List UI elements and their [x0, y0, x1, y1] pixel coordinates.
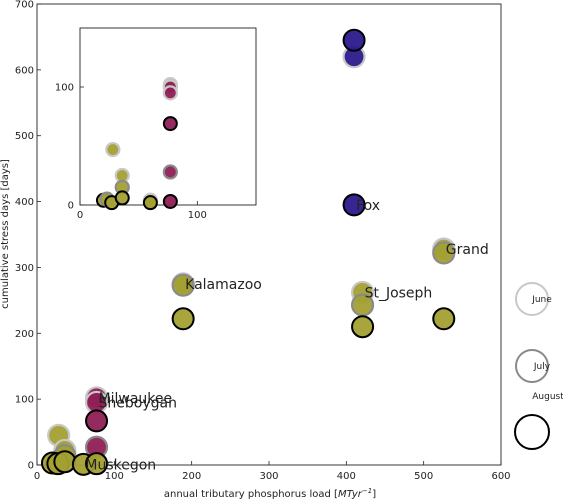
data-point — [85, 452, 109, 476]
data-point — [142, 195, 158, 211]
x-tick-label: 200 — [182, 471, 201, 482]
lake-label: Muskegon — [85, 457, 156, 473]
x-tick-label: 100 — [105, 471, 124, 482]
x-title-bracket: ] — [372, 489, 376, 500]
x-axis-title: annual tributary phosphorus load [MTyr−1… — [164, 487, 376, 500]
x-title-text: annual tributary phosphorus load [ — [164, 489, 338, 500]
data-point — [162, 164, 178, 180]
legend-label: August — [532, 392, 563, 402]
data-point — [114, 190, 130, 206]
lake-label: St_Joseph — [365, 285, 433, 301]
inset-plot-area: 0 100 0 100 — [55, 27, 257, 221]
lake-label: Sheboygan — [99, 395, 177, 411]
x-tick-label: 400 — [337, 471, 356, 482]
y-tick-label: 200 — [15, 329, 34, 340]
data-point — [171, 273, 195, 297]
y-tick-label: 0 — [28, 461, 34, 472]
y-tick-label: 300 — [15, 263, 34, 274]
x-title-unit: MTyr — [338, 489, 363, 500]
data-point — [162, 116, 178, 132]
inset-x-tick-label: 0 — [77, 210, 83, 221]
main-x-axis: 0 100 200 300 400 500 600 — [34, 461, 511, 482]
legend-marker — [515, 349, 549, 383]
data-point — [53, 450, 77, 474]
lake-label: Milwaukee — [99, 391, 173, 407]
data-point — [162, 193, 178, 209]
lake-label: Grand — [446, 242, 489, 258]
x-tick-label: 300 — [259, 471, 278, 482]
y-tick-label: 600 — [15, 65, 34, 76]
inset-x-tick-label: 100 — [188, 210, 207, 221]
lake-label: Kalamazoo — [185, 277, 262, 293]
x-title-exponent: −1 — [362, 487, 372, 495]
legend-marker — [515, 282, 549, 316]
data-point — [171, 307, 195, 331]
data-point — [85, 409, 109, 433]
inset-x-axis: 0 100 — [77, 201, 207, 221]
y-axis-title: cumulative stress days [days] — [0, 159, 11, 309]
main-points-layer — [40, 28, 456, 476]
legend-label: July — [533, 362, 551, 372]
data-point — [342, 28, 366, 52]
main-y-axis: 0 100 200 300 400 500 600 700 — [15, 0, 41, 472]
data-point — [432, 241, 456, 265]
y-tick-label: 500 — [15, 131, 34, 142]
inset-y-tick-label: 0 — [68, 201, 74, 212]
x-tick-label: 0 — [34, 471, 40, 482]
inset-y-axis: 0 100 — [55, 83, 84, 212]
size-legend: June July August — [514, 282, 563, 450]
data-point — [432, 307, 456, 331]
data-point — [351, 315, 375, 339]
x-tick-label: 500 — [414, 471, 433, 482]
legend-label: June — [531, 295, 552, 305]
y-tick-label: 700 — [15, 0, 34, 11]
lake-label: Fox — [356, 198, 380, 214]
x-tick-label: 600 — [491, 471, 510, 482]
inset-points-layer — [95, 77, 178, 211]
data-point — [342, 193, 366, 217]
inset-y-tick-label: 100 — [55, 83, 74, 94]
y-tick-label: 400 — [15, 197, 34, 208]
data-point — [105, 141, 121, 158]
lake-labels-layer: Fox Grand Kalamazoo St_Joseph MilwaukeeShebo… — [85, 198, 488, 473]
legend-marker — [514, 414, 550, 450]
data-point — [162, 85, 178, 101]
y-tick-label: 100 — [15, 395, 34, 406]
